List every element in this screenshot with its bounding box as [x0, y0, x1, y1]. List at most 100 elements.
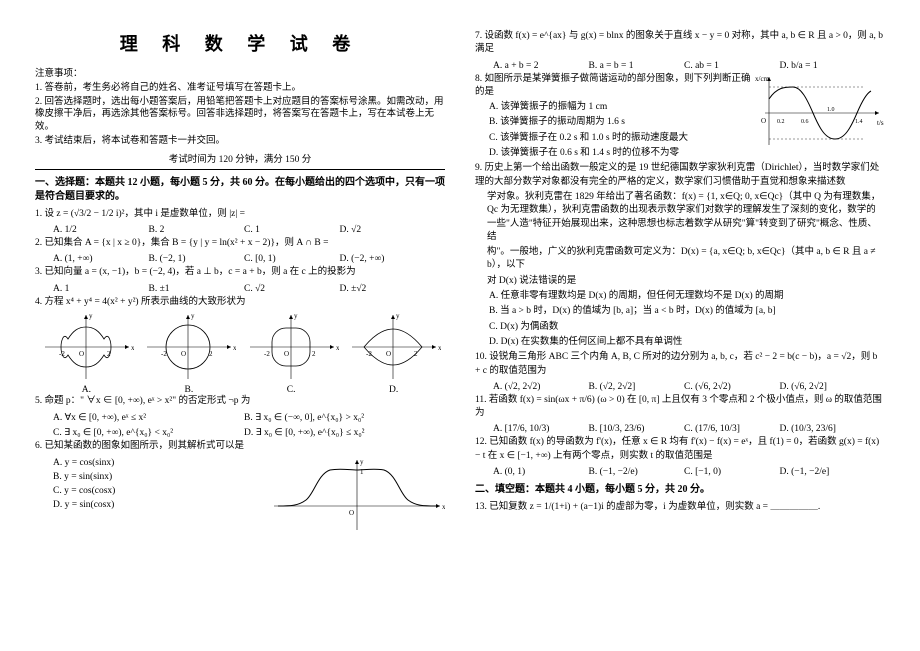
q6: 6. 已知某函数的图象如图所示，则其解析式可以是 — [35, 440, 445, 453]
q8-figure: t/s x/cm O 0.2 0.6 1.0 1.4 — [755, 73, 885, 151]
opt: B. ∃ x₀ ∈ (−∞, 0], e^{x₀} > x₀² — [244, 412, 435, 423]
q7-options: A. a + b = 2 B. a = b = 1 C. ab = 1 D. b… — [475, 59, 885, 73]
opt: B. (−2, 1) — [149, 254, 245, 264]
svg-text:0.2: 0.2 — [777, 119, 785, 125]
opt: C. ∃ x₀ ∈ [0, +∞), e^{x₀} < x₀² — [53, 427, 244, 438]
svg-text:1: 1 — [360, 468, 364, 476]
q4-letters: A. B. C. D. — [35, 385, 445, 395]
xlabel: t/s — [877, 119, 884, 127]
q1: 1. 设 z = (√3/2 − 1/2 i)²，其中 i 是虚数单位，则 |z… — [35, 208, 445, 221]
opt: A. (1, +∞) — [53, 254, 149, 264]
svg-text:-2: -2 — [264, 350, 270, 358]
svg-text:O: O — [761, 117, 766, 125]
opt: C. [0, 1) — [244, 254, 340, 264]
svg-text:x: x — [131, 344, 134, 352]
opt: D. (−1, −2/e] — [780, 467, 876, 477]
q9-p1: 9. 历史上第一个给出函数一般定义的是 19 世纪德国数学家狄利克雷（Diric… — [475, 162, 885, 189]
q8-block: 8. 如图所示是某弹簧振子做简谐运动的部分图象，则下列判断正确的是 A. 该弹簧… — [475, 73, 885, 163]
svg-text:y: y — [294, 312, 298, 320]
q12: 12. 已知函数 f(x) 的导函数为 f'(x)，任意 x ∈ R 均有 f'… — [475, 436, 885, 463]
opt: D. (−2, +∞) — [340, 254, 436, 264]
notice-line: 3. 考试结束后，将本试卷和答题卡一并交回。 — [35, 135, 445, 148]
opt: A. 该弹簧振子的振幅为 1 cm — [475, 101, 755, 114]
opt: D. D(x) 在实数集的任何区间上都不具有单调性 — [475, 336, 885, 349]
notice-head: 注意事项： — [35, 68, 445, 81]
opt: C. (√6, 2√2) — [684, 382, 780, 392]
notice-line: 1. 答卷前，考生务必将自己的姓名、准考证号填写在答题卡上。 — [35, 82, 445, 95]
svg-text:x: x — [233, 344, 236, 352]
opt: B. [10/3, 23/6) — [589, 424, 685, 434]
q6-row: A. y = cos(sinx) B. y = sin(sinx) C. y =… — [35, 456, 445, 534]
q4: 4. 方程 x⁴ + y⁴ = 4(x² + y²) 所表示曲线的大致形状为 — [35, 296, 445, 309]
opt: A. a + b = 2 — [493, 61, 589, 71]
svg-text:x: x — [438, 344, 441, 352]
ylabel: x/cm — [755, 75, 770, 83]
q9-p3: 构"。一般地，广义的狄利克雷函数可定义为：D(x) = {a, x∈Q; b, … — [475, 246, 885, 273]
exam-time: 考试时间为 120 分钟，满分 150 分 — [35, 149, 445, 170]
svg-text:O: O — [284, 350, 289, 358]
opt: D. y = sin(cosx) — [35, 498, 270, 512]
svg-text:0.6: 0.6 — [801, 119, 809, 125]
q2-options: A. (1, +∞) B. (−2, 1) C. [0, 1) D. (−2, … — [35, 252, 445, 266]
q9-p2: 学对象。狄利克雷在 1829 年给出了著名函数：f(x) = {1, x∈Q; … — [475, 191, 885, 244]
opt: C. 该弹簧振子在 0.2 s 和 1.0 s 时的振动速度最大 — [475, 132, 755, 145]
svg-text:y: y — [89, 312, 93, 320]
svg-text:x: x — [336, 344, 339, 352]
q4-fig-a: xyO -22 — [39, 311, 134, 383]
opt: C. [−1, 0) — [684, 467, 780, 477]
q4-fig-d: xyO -22 — [346, 311, 441, 383]
q4-fig-b: xyO -22 — [141, 311, 236, 383]
opt: D. √2 — [340, 225, 436, 235]
opt: C. √2 — [244, 284, 340, 294]
svg-text:O: O — [349, 509, 354, 517]
q8: 8. 如图所示是某弹簧振子做简谐运动的部分图象，则下列判断正确的是 — [475, 73, 755, 100]
letter: A. — [82, 385, 91, 395]
opt: B. (√2, 2√2] — [589, 382, 685, 392]
exam-title: 理 科 数 学 试 卷 — [35, 30, 445, 56]
opt: C. ab = 1 — [684, 61, 780, 71]
letter: B. — [185, 385, 194, 395]
opt: A. (0, 1) — [493, 467, 589, 477]
svg-text:O: O — [386, 350, 391, 358]
opt: B. ±1 — [149, 284, 245, 294]
opt: D. (10/3, 23/6] — [780, 424, 876, 434]
letter: D. — [389, 385, 398, 395]
svg-text:O: O — [79, 350, 84, 358]
section-2-head: 二、填空题：本题共 4 小题，每小题 5 分，共 20 分。 — [475, 483, 885, 497]
q13: 13. 已知复数 z = 1/(1+i) + (a−1)i 的虚部为零，i 为虚… — [475, 501, 885, 514]
left-column: 理 科 数 学 试 卷 注意事项： 1. 答卷前，考生务必将自己的姓名、准考证号… — [20, 30, 460, 641]
q4-fig-c: xyO -22 — [244, 311, 339, 383]
svg-text:1.0: 1.0 — [827, 107, 835, 113]
opt: B. 2 — [149, 225, 245, 235]
opt: B. a = b = 1 — [589, 61, 685, 71]
opt: D. (√6, 2√2] — [780, 382, 876, 392]
q9-p4: 对 D(x) 说法错误的是 — [475, 275, 885, 288]
opt: D. ∃ x₀ ∈ [0, +∞), e^{x₀} ≤ x₀² — [244, 427, 435, 438]
q10: 10. 设锐角三角形 ABC 三个内角 A, B, C 所对的边分别为 a, b… — [475, 351, 885, 378]
opt: A. ∀x ∈ [0, +∞), eˣ ≤ x² — [53, 412, 244, 423]
q3: 3. 已知向量 a = (x, −1)，b = (−2, 4)，若 a ⊥ b，… — [35, 266, 445, 279]
opt: B. y = sin(sinx) — [35, 470, 270, 484]
opt: A. [17/6, 10/3) — [493, 424, 589, 434]
q5-options-row1: A. ∀x ∈ [0, +∞), eˣ ≤ x² B. ∃ x₀ ∈ (−∞, … — [35, 410, 445, 425]
q4-figures: xyO -22 xyO -22 xyO -22 xyO -22 — [35, 311, 445, 383]
opt: B. (−1, −2/e) — [589, 467, 685, 477]
q10-options: A. (√2, 2√2) B. (√2, 2√2] C. (√6, 2√2) D… — [475, 380, 885, 394]
q11: 11. 若函数 f(x) = sin(ωx + π/6) (ω > 0) 在 [… — [475, 394, 885, 421]
svg-text:O: O — [181, 350, 186, 358]
q6-figure: xyO 1 — [270, 456, 445, 534]
opt: D. ±√2 — [340, 284, 436, 294]
opt: C. 1 — [244, 225, 340, 235]
svg-text:y: y — [191, 312, 195, 320]
opt: D. 该弹簧振子在 0.6 s 和 1.4 s 时的位移不为零 — [475, 147, 755, 160]
opt: C. D(x) 为偶函数 — [475, 321, 885, 334]
opt: A. y = cos(sinx) — [35, 456, 270, 470]
opt: A. 任意非零有理数均是 D(x) 的周期，但任何无理数均不是 D(x) 的周期 — [475, 290, 885, 303]
q5-options-row2: C. ∃ x₀ ∈ [0, +∞), e^{x₀} < x₀² D. ∃ x₀ … — [35, 425, 445, 440]
right-column: 7. 设函数 f(x) = e^{ax} 与 g(x) = blnx 的图象关于… — [460, 30, 900, 641]
opt: B. 当 a > b 时，D(x) 的值域为 [b, a]；当 a < b 时，… — [475, 305, 885, 318]
svg-text:1.4: 1.4 — [855, 119, 863, 125]
svg-text:-2: -2 — [366, 350, 372, 358]
opt: C. y = cos(cosx) — [35, 484, 270, 498]
opt: A. 1/2 — [53, 225, 149, 235]
